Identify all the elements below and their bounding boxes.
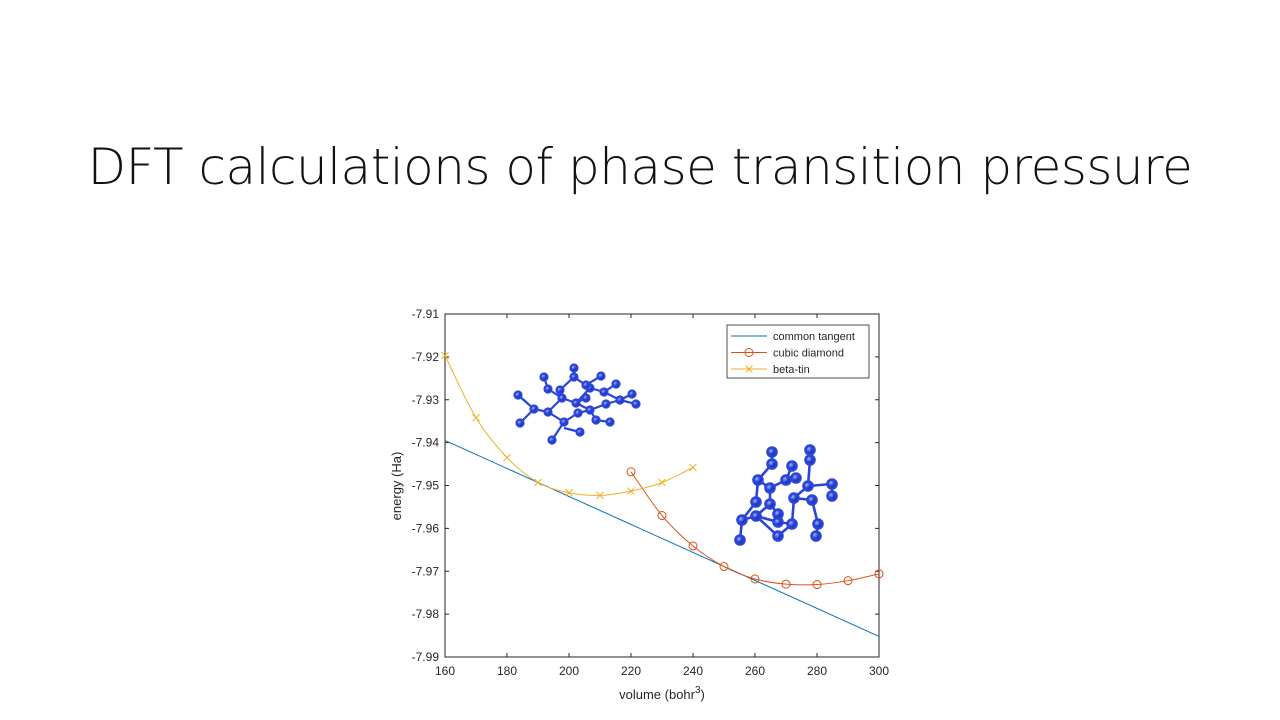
- y-tick-label: -7.96: [412, 521, 440, 535]
- y-tick-label: -7.95: [412, 479, 440, 493]
- legend-label-common-tangent: common tangent: [773, 331, 855, 343]
- legend-label-beta-tin: beta-tin: [773, 364, 810, 376]
- diamond-structure-illustration: [513, 363, 641, 445]
- y-tick-label: -7.98: [412, 607, 440, 621]
- data-point-beta-tin: [658, 478, 666, 487]
- series-line-cubic-diamond: [630, 471, 880, 586]
- data-point-beta-tin: [472, 413, 480, 422]
- data-point-cubic-diamond: [843, 576, 853, 586]
- x-axis-label: volume (bohr3): [619, 685, 705, 702]
- y-tick-label: -7.92: [412, 350, 440, 364]
- y-tick-label: -7.99: [412, 650, 440, 664]
- x-tick-label: 260: [745, 664, 765, 678]
- data-point-beta-tin: [534, 478, 542, 487]
- beta-tin-structure-illustration: [734, 444, 838, 546]
- legend-entry-cubic-diamond: cubic diamond: [731, 348, 844, 360]
- x-tick-label: 300: [869, 664, 889, 678]
- legend-entry-beta-tin: beta-tin: [731, 364, 810, 376]
- y-axis-label: energy (Ha): [389, 452, 404, 521]
- x-tick-label: 200: [559, 664, 579, 678]
- x-tick-label: 180: [497, 664, 517, 678]
- data-point-cubic-diamond: [750, 574, 760, 584]
- slide-title: DFT calculations of phase transition pre…: [87, 138, 1193, 196]
- chart-legend: common tangent cubic diamond beta-tin: [726, 324, 870, 379]
- x-tick-label: 240: [683, 664, 703, 678]
- legend-entry-common-tangent: common tangent: [731, 331, 855, 343]
- legend-marker-beta-tin: [745, 365, 753, 373]
- data-point-cubic-diamond: [719, 562, 729, 572]
- y-tick-label: -7.94: [412, 436, 440, 450]
- data-point-beta-tin: [441, 351, 449, 360]
- x-axis-label-suffix: ): [701, 687, 705, 702]
- series-common-tangent: [444, 440, 880, 637]
- x-tick-label: 220: [621, 664, 641, 678]
- data-point-cubic-diamond: [688, 541, 698, 551]
- data-point-beta-tin: [689, 463, 697, 472]
- data-point-beta-tin: [596, 491, 604, 500]
- y-tick-label: -7.93: [412, 393, 440, 407]
- legend-marker-cubic-diamond: [744, 348, 754, 357]
- data-point-cubic-diamond: [874, 569, 884, 579]
- x-axis-label-main: volume (bohr: [619, 687, 696, 702]
- series-cubic-diamond: [626, 467, 884, 590]
- y-tick-label: -7.97: [412, 564, 440, 578]
- y-tick-label: -7.91: [412, 307, 440, 321]
- x-tick-label: 160: [435, 664, 455, 678]
- x-tick-label: 280: [807, 664, 827, 678]
- data-series: [441, 351, 884, 637]
- data-point-cubic-diamond: [781, 579, 791, 589]
- data-point-beta-tin: [565, 488, 573, 497]
- series-line-common-tangent: [444, 440, 880, 637]
- data-point-beta-tin: [627, 487, 635, 495]
- series-beta-tin: [441, 351, 697, 500]
- data-point-beta-tin: [503, 453, 511, 462]
- x-axis-label-superscript: 3: [695, 685, 701, 696]
- data-point-cubic-diamond: [657, 511, 667, 521]
- axis-ticks: 160 180 200 220 240 260 280 300 -7.91 -7.92 -7.93 -…: [412, 307, 890, 678]
- data-point-cubic-diamond: [812, 580, 822, 590]
- data-point-cubic-diamond: [626, 467, 636, 477]
- legend-label-cubic-diamond: cubic diamond: [773, 348, 844, 360]
